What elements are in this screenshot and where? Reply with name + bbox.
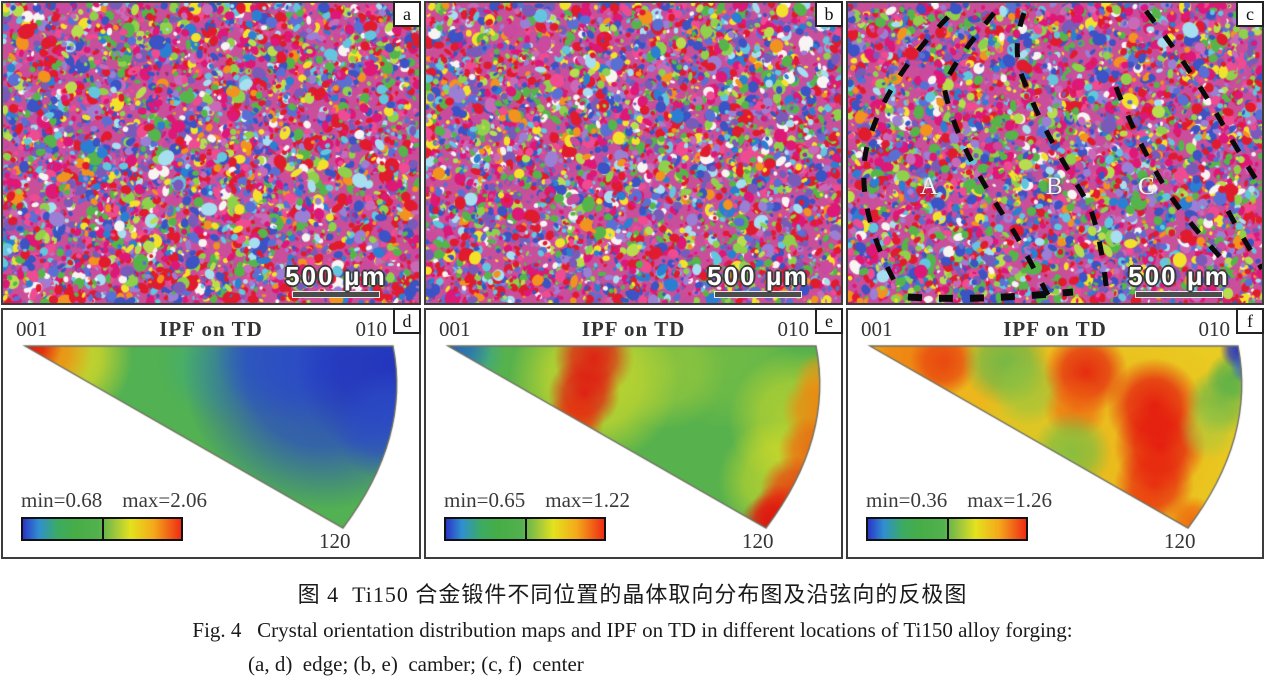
caption-english: Fig. 4 Crystal orientation distribution …: [192, 618, 1073, 642]
colorbar-divider: [102, 519, 104, 539]
max-value: max=2.06: [122, 488, 208, 512]
region-label-B: B: [1046, 173, 1063, 200]
panel-letter-b: b: [815, 1, 843, 27]
caption-subitems: (a, d) edge; (b, e) camber; (c, f) cente…: [248, 652, 584, 676]
scale-bar-b: 500 μm: [683, 263, 833, 298]
colorbar-divider: [525, 519, 527, 539]
ebsd-map-b: [426, 3, 841, 303]
region-outlines: [861, 9, 1262, 303]
scale-bar-line: [1135, 291, 1223, 298]
ebsd-map-c: [848, 3, 1262, 303]
panel-letter-f: f: [1236, 308, 1264, 334]
min-value: min=0.36: [866, 488, 948, 512]
ipf-wedge-f: [848, 310, 1264, 557]
region-label-A: A: [920, 173, 939, 200]
scale-bar-label: 500 μm: [1128, 261, 1230, 291]
scale-bar-line: [714, 291, 802, 298]
scale-bar-label: 500 μm: [707, 261, 809, 291]
scale-bar-c: 500 μm: [1104, 263, 1254, 298]
panel-letter-a: a: [393, 1, 421, 27]
panel-letter-c: c: [1236, 1, 1264, 27]
caption-chinese: 图 4 Ti150 合金锻件不同位置的晶体取向分布图及沿弦向的反极图: [297, 582, 968, 607]
min-value: min=0.68: [21, 488, 103, 512]
panel-letter-d: d: [393, 308, 421, 334]
colorbar-divider: [947, 519, 949, 539]
colorbar: [21, 517, 183, 541]
colorbar: [866, 517, 1028, 541]
panel-letter-e: e: [815, 308, 843, 334]
colorbar: [444, 517, 606, 541]
ebsd-panel-b: 500 μm b: [424, 1, 843, 305]
min-value: min=0.65: [444, 488, 526, 512]
scale-bar-a: 500 μm: [261, 263, 411, 298]
scale-bar-label: 500 μm: [285, 261, 387, 291]
max-value: max=1.22: [545, 488, 631, 512]
pole-label-120: 120: [319, 529, 351, 553]
ebsd-panel-c: A B C 500 μm c: [846, 1, 1264, 305]
figure-caption: 图 4 Ti150 合金锻件不同位置的晶体取向分布图及沿弦向的反极图 Fig. …: [0, 582, 1265, 677]
max-value: max=1.26: [967, 488, 1053, 512]
scale-bar-line: [292, 291, 380, 298]
ebsd-map-a: [3, 3, 419, 303]
minmax-labels: min=0.36 max=1.26: [866, 488, 1072, 513]
ebsd-panel-a: 500 μm a: [1, 1, 421, 305]
region-label-C: C: [1138, 173, 1155, 200]
minmax-labels: min=0.68 max=2.06: [21, 488, 227, 513]
ipf-wedge-e: [426, 310, 842, 557]
ipf-wedge-d: [3, 310, 419, 557]
pole-label-120: 120: [742, 529, 774, 553]
minmax-labels: min=0.65 max=1.22: [444, 488, 650, 513]
pole-label-120: 120: [1164, 529, 1196, 553]
